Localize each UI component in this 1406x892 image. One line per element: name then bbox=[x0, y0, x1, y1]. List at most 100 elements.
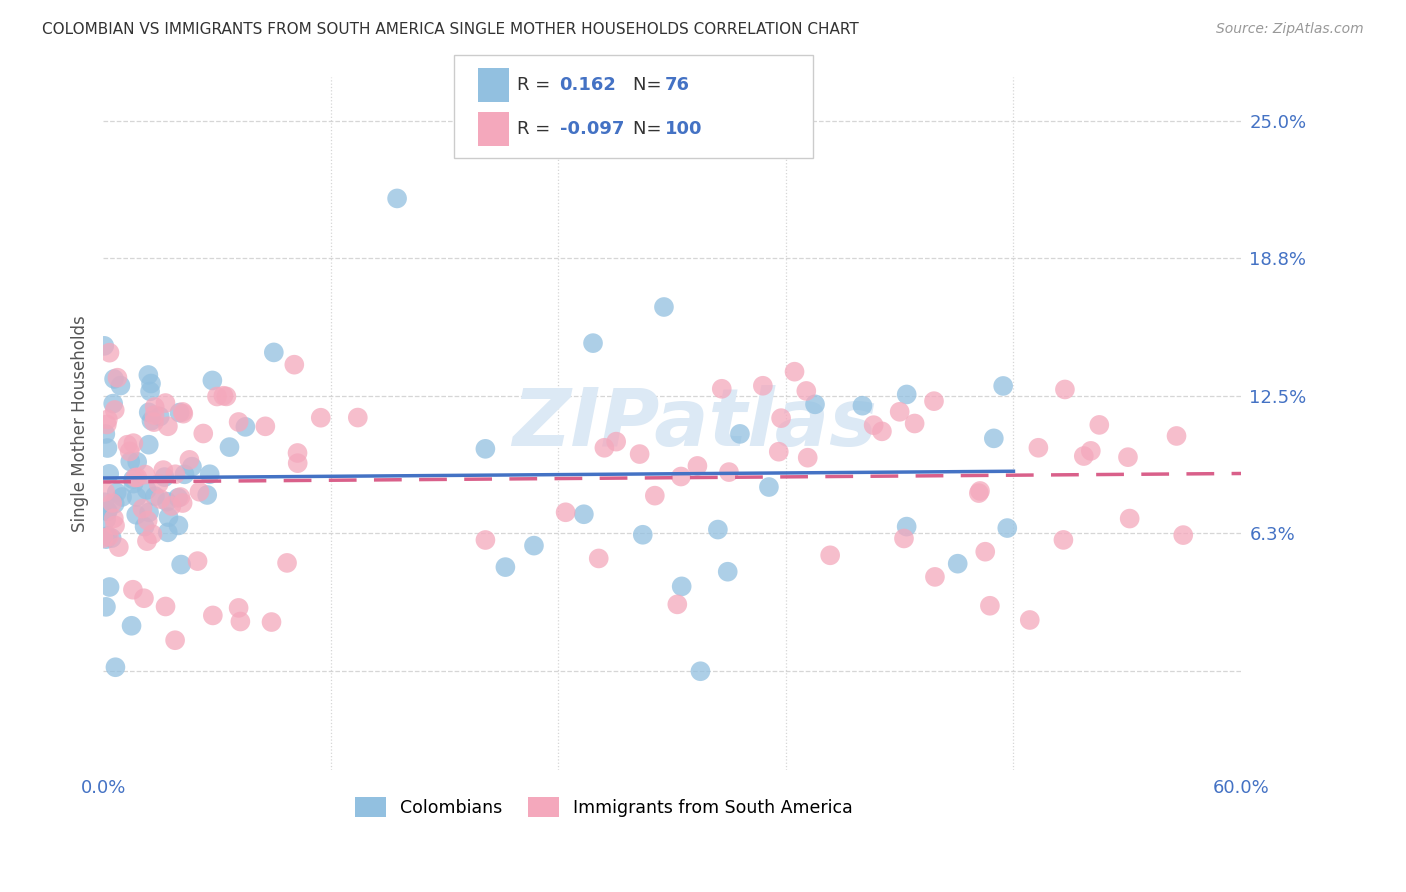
Point bbox=[922, 394, 945, 409]
Point bbox=[983, 431, 1005, 445]
Point bbox=[134, 519, 156, 533]
Point bbox=[104, 403, 127, 417]
Point bbox=[1018, 613, 1040, 627]
Point bbox=[152, 463, 174, 477]
Point bbox=[104, 518, 127, 533]
Point bbox=[728, 426, 751, 441]
Point bbox=[309, 410, 332, 425]
Point bbox=[98, 580, 121, 594]
Point bbox=[1073, 449, 1095, 463]
Point bbox=[96, 504, 118, 518]
Point bbox=[172, 405, 194, 419]
Point bbox=[134, 467, 156, 482]
Point bbox=[605, 434, 627, 449]
Point bbox=[287, 456, 309, 470]
Text: 0.162: 0.162 bbox=[560, 76, 616, 94]
Point bbox=[235, 420, 257, 434]
Point bbox=[671, 579, 693, 593]
Point bbox=[1080, 443, 1102, 458]
Point bbox=[103, 372, 125, 386]
Point bbox=[104, 497, 127, 511]
Point bbox=[121, 619, 143, 633]
Point bbox=[131, 501, 153, 516]
Point bbox=[93, 495, 115, 509]
Point bbox=[1173, 528, 1195, 542]
Point bbox=[127, 455, 149, 469]
Point bbox=[118, 444, 141, 458]
Point bbox=[818, 549, 841, 563]
Point bbox=[924, 570, 946, 584]
Point bbox=[1052, 533, 1074, 547]
Point bbox=[666, 598, 689, 612]
Point bbox=[97, 504, 120, 518]
Point bbox=[212, 389, 235, 403]
Point bbox=[644, 489, 666, 503]
Point bbox=[172, 407, 194, 421]
Point bbox=[93, 531, 115, 545]
Point bbox=[946, 557, 969, 571]
Point bbox=[494, 560, 516, 574]
Point bbox=[127, 470, 149, 484]
Point bbox=[593, 441, 616, 455]
Point bbox=[896, 519, 918, 533]
Point bbox=[157, 510, 180, 524]
Point bbox=[167, 518, 190, 533]
Text: 76: 76 bbox=[665, 76, 690, 94]
Point bbox=[652, 300, 675, 314]
Point bbox=[783, 365, 806, 379]
Point bbox=[717, 465, 740, 479]
Point bbox=[136, 534, 159, 549]
Point bbox=[770, 411, 793, 425]
Point bbox=[122, 472, 145, 486]
Point bbox=[94, 427, 117, 442]
Point bbox=[187, 554, 209, 568]
Point bbox=[758, 480, 780, 494]
Point bbox=[260, 615, 283, 629]
Point bbox=[169, 406, 191, 420]
Point bbox=[995, 521, 1018, 535]
Point bbox=[554, 505, 576, 519]
Point bbox=[108, 540, 131, 554]
Point bbox=[631, 528, 654, 542]
Point bbox=[276, 556, 298, 570]
Point bbox=[889, 405, 911, 419]
Point bbox=[173, 467, 195, 482]
Point bbox=[139, 376, 162, 391]
Y-axis label: Single Mother Households: Single Mother Households bbox=[72, 316, 89, 533]
Point bbox=[870, 425, 893, 439]
Point bbox=[98, 467, 121, 481]
Point bbox=[287, 446, 309, 460]
Point bbox=[904, 417, 927, 431]
Point bbox=[1053, 383, 1076, 397]
Point bbox=[523, 539, 546, 553]
Point bbox=[201, 374, 224, 388]
Point bbox=[229, 615, 252, 629]
Point bbox=[893, 532, 915, 546]
Point bbox=[104, 660, 127, 674]
Point bbox=[111, 490, 134, 504]
Point bbox=[804, 397, 827, 411]
Point bbox=[794, 384, 817, 398]
Point bbox=[107, 370, 129, 384]
Point bbox=[148, 476, 170, 491]
Point bbox=[96, 417, 118, 432]
Point bbox=[149, 492, 172, 507]
Point bbox=[143, 400, 166, 414]
Point bbox=[165, 633, 187, 648]
Point bbox=[181, 459, 204, 474]
Point bbox=[138, 405, 160, 419]
Point bbox=[1166, 429, 1188, 443]
Point bbox=[94, 484, 117, 499]
Point bbox=[201, 608, 224, 623]
Point bbox=[96, 441, 118, 455]
Point bbox=[141, 527, 163, 541]
Point bbox=[120, 454, 142, 468]
Point bbox=[103, 511, 125, 525]
Point bbox=[155, 396, 177, 410]
Point bbox=[686, 458, 709, 473]
Point bbox=[198, 467, 221, 482]
Point bbox=[979, 599, 1001, 613]
Point bbox=[153, 470, 176, 484]
Point bbox=[97, 530, 120, 544]
Point bbox=[101, 496, 124, 510]
